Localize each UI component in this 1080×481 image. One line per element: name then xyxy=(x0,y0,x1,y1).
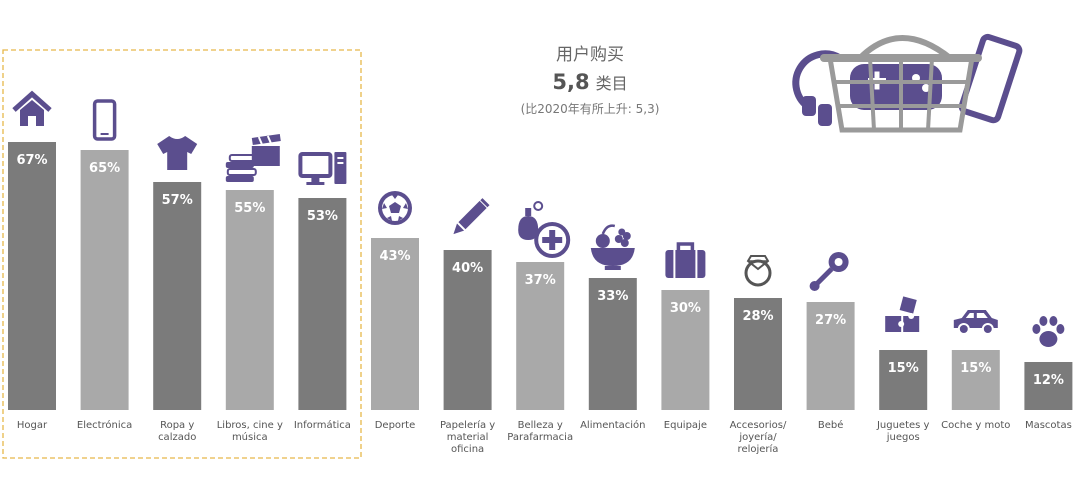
puzzle-icon xyxy=(885,296,920,332)
category-label-line: juegos xyxy=(886,432,920,443)
bar-7 xyxy=(516,262,565,410)
category-labels-layer: Hogar Electrónica Ropa y calzado Libros, cin… xyxy=(17,419,1072,455)
fruit-bowl-icon xyxy=(590,224,635,270)
bar-2 xyxy=(153,182,202,410)
smartphone-icon xyxy=(92,99,117,141)
paw-icon xyxy=(1032,316,1065,347)
category-label-7: Belleza y Parafarmacia xyxy=(507,420,573,443)
perfume-cross-icon xyxy=(518,201,571,258)
category-label-line: Electrónica xyxy=(77,419,132,431)
bar-value-label-7: 37% xyxy=(525,273,556,288)
category-label-line: Equipaje xyxy=(664,420,707,431)
computer-icon xyxy=(298,152,347,185)
category-label-4: Informática xyxy=(294,419,351,431)
comparison-note: (比2020年有所上升: 5,3) xyxy=(520,102,660,116)
bar-14 xyxy=(1024,362,1073,410)
category-label-10: Accesorios/joyería/relojería xyxy=(730,420,787,455)
category-label-line: relojería xyxy=(738,443,779,455)
bar-5 xyxy=(371,238,419,410)
chart-title: 用户购买 xyxy=(556,45,624,65)
category-label-3: Libros, cine y música xyxy=(217,420,283,443)
category-label-line: joyería/ xyxy=(738,431,777,443)
category-label-6: Papelería y material oficina xyxy=(440,419,495,455)
suitcase-icon xyxy=(665,242,706,278)
bar-value-label-3: 55% xyxy=(234,201,265,216)
bar-3 xyxy=(225,190,274,410)
bar-8 xyxy=(588,278,637,410)
house-icon xyxy=(12,90,52,126)
category-label-1: Electrónica xyxy=(77,419,132,431)
category-label-line: Informática xyxy=(294,419,351,431)
category-label-5: Deporte xyxy=(375,420,416,431)
category-label-line: Bebé xyxy=(818,419,844,431)
bar-value-label-8: 33% xyxy=(597,289,628,304)
category-label-13: Coche y moto xyxy=(941,420,1010,431)
bar-9 xyxy=(661,290,710,410)
bar-value-label-12: 15% xyxy=(888,361,919,376)
category-count-number: 5,8 xyxy=(552,70,590,94)
bar-value-label-4: 53% xyxy=(307,209,338,224)
bar-10 xyxy=(734,298,782,410)
category-label-line: Libros, cine y xyxy=(217,420,283,431)
category-label-12: Juguetes y juegos xyxy=(876,420,930,443)
bar-value-label-11: 27% xyxy=(815,313,846,328)
bar-value-label-14: 12% xyxy=(1033,373,1064,388)
category-label-line: calzado xyxy=(158,432,196,443)
shopping-basket-icon xyxy=(792,33,1023,133)
category-label-line: Accesorios/ xyxy=(730,420,787,431)
icons-layer xyxy=(12,90,1065,347)
category-label-line: Alimentación xyxy=(580,419,645,431)
category-label-line: material xyxy=(447,432,489,443)
category-label-line: Juguetes y xyxy=(876,420,930,431)
bar-value-label-13: 15% xyxy=(960,361,991,376)
bar-value-label-0: 67% xyxy=(16,153,47,168)
tshirt-icon xyxy=(157,136,198,170)
category-label-9: Equipaje xyxy=(664,420,707,431)
category-count-unit: 类目 xyxy=(595,74,628,93)
category-label-14: Mascotas xyxy=(1025,420,1072,431)
bar-value-label-2: 57% xyxy=(162,193,193,208)
category-label-line: Papelería y xyxy=(440,419,495,431)
bar-0 xyxy=(8,142,56,410)
bar-12 xyxy=(879,350,928,410)
bar-value-label-6: 40% xyxy=(452,261,483,276)
bar-value-label-10: 28% xyxy=(742,309,773,324)
car-icon xyxy=(953,310,998,335)
bar-value-label-9: 30% xyxy=(670,301,701,316)
category-label-line: Belleza y xyxy=(518,420,563,431)
category-label-line: Parafarmacia xyxy=(507,432,573,443)
bars-layer: 67% 65% 57% 55% 53% 43% 40% 37% 33% 30% 28% 27% 15% 1… xyxy=(8,142,1073,410)
bar-value-label-5: 43% xyxy=(379,249,410,264)
bar-11 xyxy=(806,302,855,410)
category-label-line: música xyxy=(232,431,268,443)
category-label-0: Hogar xyxy=(17,420,48,431)
bar-6 xyxy=(443,250,492,410)
books-clapper-icon xyxy=(225,134,281,182)
category-label-8: Alimentación xyxy=(580,419,645,431)
category-label-11: Bebé xyxy=(818,419,844,431)
category-label-line: oficina xyxy=(451,444,484,455)
top5-highlight-box xyxy=(2,49,362,459)
bar-4 xyxy=(298,198,347,410)
rattle-icon xyxy=(809,252,849,291)
category-label-2: Ropa y calzado xyxy=(158,420,196,443)
category-label-line: Ropa y xyxy=(160,420,194,431)
bar-value-label-1: 65% xyxy=(89,161,120,176)
category-label-line: Deporte xyxy=(375,420,416,431)
ring-icon xyxy=(744,255,772,287)
category-label-line: Hogar xyxy=(17,420,48,431)
category-label-line: Mascotas xyxy=(1025,420,1072,431)
pencil-icon xyxy=(453,198,490,235)
category-count: 5,8 类目 xyxy=(470,70,710,94)
category-label-line: Coche y moto xyxy=(941,420,1010,431)
soccer-ball-icon xyxy=(378,191,412,225)
bar-13 xyxy=(951,350,1000,410)
bar-1 xyxy=(80,150,129,410)
